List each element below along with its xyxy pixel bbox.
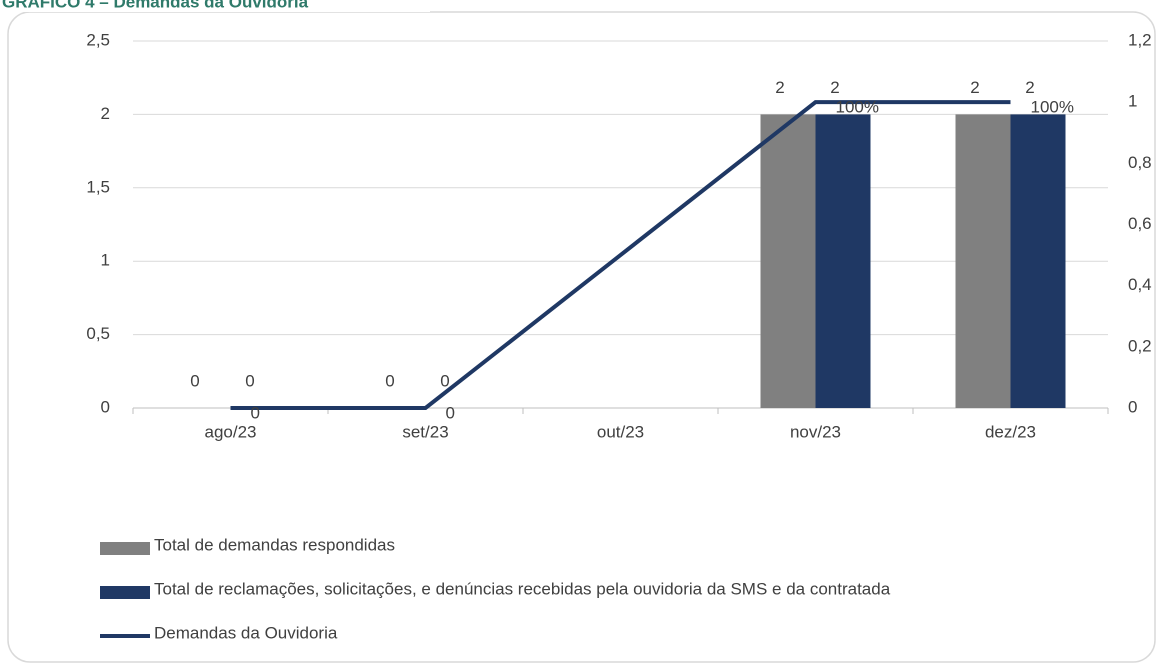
legend-label: Demandas da Ouvidoria [154, 623, 338, 642]
y2-tick-label: 0,4 [1128, 275, 1152, 294]
legend-swatch [100, 542, 150, 555]
x-tick-label: dez/23 [985, 422, 1036, 441]
y2-tick-label: 1 [1128, 92, 1137, 111]
legend-label: Total de demandas respondidas [154, 535, 395, 554]
y-tick-label: 2 [101, 104, 110, 123]
y2-tick-label: 1,2 [1128, 30, 1152, 49]
y2-tick-label: 0,8 [1128, 153, 1152, 172]
line-value-label: 100% [836, 98, 879, 117]
y2-tick-label: 0 [1128, 397, 1137, 416]
x-tick-label: ago/23 [205, 422, 257, 441]
bar-value-label: 0 [245, 371, 254, 390]
bar [760, 114, 816, 409]
bar-value-label: 2 [830, 78, 839, 97]
legend-swatch [100, 634, 150, 638]
x-tick-label: out/23 [597, 422, 644, 441]
x-tick-label: nov/23 [790, 422, 841, 441]
y-tick-label: 0 [101, 397, 110, 416]
line-value-label: 0 [251, 403, 260, 422]
bar-value-label: 2 [775, 78, 784, 97]
y-tick-label: 2,5 [86, 30, 110, 49]
legend-swatch [100, 586, 150, 599]
x-tick-label: set/23 [402, 422, 448, 441]
line-value-label: 0 [446, 403, 455, 422]
bar-value-label: 0 [440, 371, 449, 390]
bar [1010, 114, 1066, 409]
legend-label: Total de reclamações, solicitações, e de… [154, 579, 891, 598]
bar [955, 114, 1011, 409]
y2-tick-label: 0,2 [1128, 336, 1152, 355]
y-tick-label: 1 [101, 251, 110, 270]
bar [815, 114, 871, 409]
bar-value-label: 0 [190, 371, 199, 390]
bar-value-label: 0 [385, 371, 394, 390]
line-value-label: 100% [1031, 98, 1074, 117]
y2-tick-label: 0,6 [1128, 214, 1152, 233]
chart-title: GRÁFICO 4 – Demandas da Ouvidoria [2, 0, 309, 11]
bar-value-label: 2 [1025, 78, 1034, 97]
y-tick-label: 1,5 [86, 177, 110, 196]
bar-value-label: 2 [970, 78, 979, 97]
y-tick-label: 0,5 [86, 324, 110, 343]
title-background [0, 0, 430, 12]
line-series [230, 100, 1011, 410]
